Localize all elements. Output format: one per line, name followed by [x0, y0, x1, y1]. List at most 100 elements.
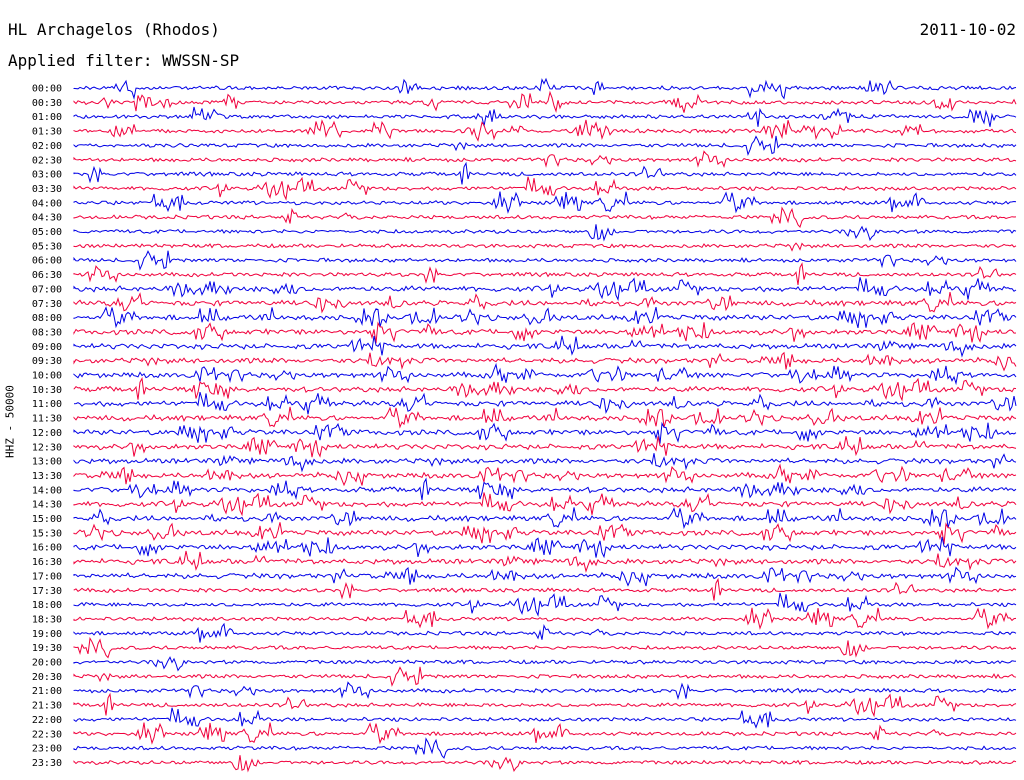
- trace-line: [73, 391, 1017, 415]
- row-label: 05:00: [32, 227, 62, 238]
- trace-line: [73, 176, 1017, 201]
- trace-line: [73, 492, 1017, 517]
- trace-line: [73, 135, 1017, 157]
- row-label: 16:30: [32, 557, 62, 568]
- row-label: 01:00: [32, 112, 62, 123]
- trace-line: [73, 242, 1017, 252]
- trace-line: [73, 681, 1017, 701]
- row-label: 22:30: [32, 729, 62, 740]
- row-label: 21:30: [32, 701, 62, 712]
- trace-line: [73, 707, 1017, 729]
- trace-line: [73, 224, 1017, 242]
- trace-line: [73, 550, 1017, 573]
- trace-line: [73, 722, 1017, 745]
- trace-line: [73, 351, 1017, 372]
- row-label: 10:00: [32, 371, 62, 382]
- row-label: 08:00: [32, 313, 62, 324]
- trace-line: [73, 292, 1017, 314]
- trace-line: [73, 262, 1017, 285]
- trace-line: [73, 577, 1017, 601]
- row-label: 05:30: [32, 241, 62, 252]
- row-label: 09:00: [32, 342, 62, 353]
- row-label: 13:30: [32, 471, 62, 482]
- row-label: 06:30: [32, 270, 62, 281]
- row-label: 03:30: [32, 184, 62, 195]
- row-label: 11:30: [32, 414, 62, 425]
- trace-line: [73, 692, 1017, 718]
- row-label: 12:00: [32, 428, 62, 439]
- row-label: 18:00: [32, 600, 62, 611]
- trace-line: [73, 477, 1017, 501]
- row-label: 08:30: [32, 327, 62, 338]
- row-label: 23:00: [32, 744, 62, 755]
- record-date: 2011-10-02: [919, 20, 1016, 39]
- row-label: 20:00: [32, 658, 62, 669]
- trace-line: [73, 77, 1017, 100]
- trace-line: [73, 737, 1017, 759]
- row-label: 17:00: [32, 571, 62, 582]
- row-label: 10:30: [32, 385, 62, 396]
- row-label: 04:30: [32, 213, 62, 224]
- trace-line: [73, 90, 1017, 113]
- trace-line: [73, 306, 1017, 329]
- trace-line: [73, 453, 1017, 473]
- row-label: 02:30: [32, 155, 62, 166]
- trace-line: [73, 376, 1017, 402]
- row-label: 04:00: [32, 198, 62, 209]
- trace-line: [73, 421, 1017, 444]
- trace-line: [73, 607, 1017, 630]
- trace-line: [73, 622, 1017, 643]
- row-label: 02:00: [32, 141, 62, 152]
- row-label: 14:00: [32, 485, 62, 496]
- row-label: 12:30: [32, 442, 62, 453]
- row-label: 23:30: [32, 758, 62, 769]
- trace-line: [73, 755, 1017, 773]
- row-label: 09:30: [32, 356, 62, 367]
- row-label: 14:30: [32, 500, 62, 511]
- row-label: 15:00: [32, 514, 62, 525]
- trace-line: [73, 436, 1017, 458]
- trace-line: [73, 566, 1017, 587]
- trace-line: [73, 592, 1017, 617]
- row-label: 11:00: [32, 399, 62, 410]
- trace-line: [73, 666, 1017, 687]
- trace-line: [73, 362, 1017, 386]
- trace-line: [73, 191, 1017, 214]
- row-label: 20:30: [32, 672, 62, 683]
- row-label: 01:30: [32, 127, 62, 138]
- row-label: 15:30: [32, 528, 62, 539]
- trace-line: [73, 150, 1017, 169]
- row-label: 18:30: [32, 614, 62, 625]
- trace-line: [73, 463, 1017, 487]
- trace-line: [73, 106, 1017, 127]
- trace-line: [73, 277, 1017, 302]
- row-label: 00:00: [32, 84, 62, 95]
- row-label: 00:30: [32, 98, 62, 109]
- row-label: 07:30: [32, 299, 62, 310]
- row-label: 21:00: [32, 686, 62, 697]
- trace-line: [73, 119, 1017, 142]
- row-label: 16:00: [32, 543, 62, 554]
- trace-line: [73, 507, 1017, 530]
- trace-line: [73, 321, 1017, 344]
- station-title: HL Archagelos (Rhodos): [8, 20, 220, 39]
- row-label: 19:00: [32, 629, 62, 640]
- row-label: 17:30: [32, 586, 62, 597]
- row-label: 07:00: [32, 284, 62, 295]
- trace-line: [73, 522, 1017, 545]
- row-label: 13:00: [32, 457, 62, 468]
- row-label: 22:00: [32, 715, 62, 726]
- filter-label: Applied filter: WWSSN-SP: [8, 51, 240, 70]
- trace-line: [73, 206, 1017, 228]
- trace-line: [73, 636, 1017, 659]
- row-label: 19:30: [32, 643, 62, 654]
- trace-line: [73, 335, 1017, 358]
- trace-line: [73, 161, 1017, 185]
- row-label: 03:00: [32, 170, 62, 181]
- trace-line: [73, 406, 1017, 429]
- trace-line: [73, 250, 1017, 271]
- trace-line: [73, 656, 1017, 672]
- trace-line: [73, 536, 1017, 559]
- row-label: 06:00: [32, 256, 62, 267]
